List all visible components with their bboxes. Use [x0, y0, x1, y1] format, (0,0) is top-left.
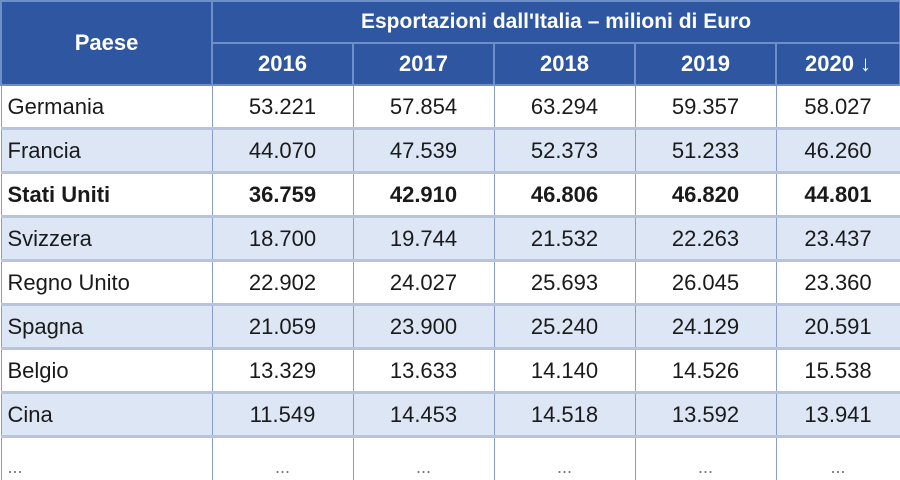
country-cell: Germania [1, 85, 212, 129]
value-cell: 44.801 [776, 173, 900, 217]
exports-group-header: Esportazioni dall'Italia – milioni di Eu… [212, 1, 900, 43]
value-cell: ... [212, 437, 353, 480]
year-header-2019: 2019 [635, 43, 776, 85]
value-cell: 57.854 [353, 85, 494, 129]
value-cell: 11.549 [212, 393, 353, 437]
year-header-2017: 2017 [353, 43, 494, 85]
value-cell: 25.693 [494, 261, 635, 305]
value-cell: ... [635, 437, 776, 480]
value-cell: 20.591 [776, 305, 900, 349]
value-cell: 13.329 [212, 349, 353, 393]
value-cell: 18.700 [212, 217, 353, 261]
value-cell: 14.140 [494, 349, 635, 393]
country-cell: Belgio [1, 349, 212, 393]
value-cell: 47.539 [353, 129, 494, 173]
country-cell: ... [1, 437, 212, 480]
country-cell: Spagna [1, 305, 212, 349]
value-cell: 13.633 [353, 349, 494, 393]
year-header-2018: 2018 [494, 43, 635, 85]
value-cell: 26.045 [635, 261, 776, 305]
value-cell: 14.453 [353, 393, 494, 437]
value-cell: 46.820 [635, 173, 776, 217]
value-cell: 46.806 [494, 173, 635, 217]
value-cell: 19.744 [353, 217, 494, 261]
value-cell: 42.910 [353, 173, 494, 217]
value-cell: 24.027 [353, 261, 494, 305]
country-column-header: Paese [1, 1, 212, 85]
value-cell: 13.592 [635, 393, 776, 437]
value-cell: 22.263 [635, 217, 776, 261]
value-cell: 23.900 [353, 305, 494, 349]
value-cell: 52.373 [494, 129, 635, 173]
value-cell: ... [776, 437, 900, 480]
value-cell: 36.759 [212, 173, 353, 217]
value-cell: 24.129 [635, 305, 776, 349]
value-cell: 51.233 [635, 129, 776, 173]
value-cell: 15.538 [776, 349, 900, 393]
value-cell: 21.059 [212, 305, 353, 349]
country-cell: Svizzera [1, 217, 212, 261]
country-cell: Cina [1, 393, 212, 437]
value-cell: 13.941 [776, 393, 900, 437]
value-cell: 63.294 [494, 85, 635, 129]
value-cell: 44.070 [212, 129, 353, 173]
value-cell: ... [353, 437, 494, 480]
value-cell: 58.027 [776, 85, 900, 129]
value-cell: 14.526 [635, 349, 776, 393]
value-cell: 25.240 [494, 305, 635, 349]
year-header-2016: 2016 [212, 43, 353, 85]
country-cell: Stati Uniti [1, 173, 212, 217]
value-cell: 53.221 [212, 85, 353, 129]
value-cell: ... [494, 437, 635, 480]
value-cell: 23.437 [776, 217, 900, 261]
country-cell: Regno Unito [1, 261, 212, 305]
country-cell: Francia [1, 129, 212, 173]
value-cell: 14.518 [494, 393, 635, 437]
value-cell: 46.260 [776, 129, 900, 173]
value-cell: 21.532 [494, 217, 635, 261]
year-header-2020-sorted[interactable]: 2020 ↓ [776, 43, 900, 85]
value-cell: 23.360 [776, 261, 900, 305]
table-row: .................. [1, 437, 900, 480]
value-cell: 22.902 [212, 261, 353, 305]
value-cell: 59.357 [635, 85, 776, 129]
